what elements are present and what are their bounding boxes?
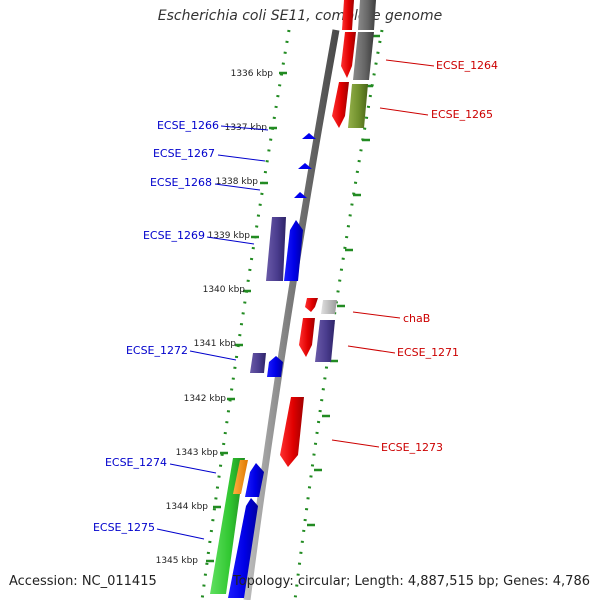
gene-ecse-1269-block[interactable] <box>266 217 286 281</box>
leader-line <box>331 439 380 448</box>
tick-marks-left <box>206 71 287 563</box>
gene-ecse-1265-block[interactable] <box>348 84 368 128</box>
tick-label: 1338 kbp <box>216 177 259 187</box>
leader-line <box>352 311 401 319</box>
gene-gray-block-top[interactable] <box>353 32 374 80</box>
tick-label: 1341 kbp <box>194 339 237 349</box>
gene-label[interactable]: ECSE_1264 <box>436 59 498 72</box>
leader-lines-left <box>156 125 269 540</box>
gene-ecse-1273-arrow[interactable] <box>280 397 304 467</box>
gene-ecse-1269-arrow[interactable] <box>284 220 303 281</box>
gene-label[interactable]: ECSE_1265 <box>431 108 493 121</box>
tick-label: 1340 kbp <box>203 285 246 295</box>
accession-text: Accession: NC_011415 <box>9 574 157 589</box>
tick-label: 1339 kbp <box>208 231 251 241</box>
gene-ecse-1267-arrow[interactable] <box>298 163 312 169</box>
leader-line <box>217 154 266 162</box>
leader-line <box>206 236 255 245</box>
gene-red-top-edge[interactable] <box>342 0 354 30</box>
gene-labels-right: ECSE_1264 ECSE_1265 chaB ECSE_1271 ECSE_… <box>381 59 498 454</box>
gene-label[interactable]: chaB <box>403 312 430 325</box>
features-top-right <box>332 0 376 128</box>
gene-label[interactable]: ECSE_1274 <box>105 456 167 469</box>
gene-ecse-1265-arrow[interactable] <box>332 82 349 128</box>
gene-label[interactable]: ECSE_1271 <box>397 346 459 359</box>
leader-line <box>347 345 396 354</box>
gene-chab-arrow[interactable] <box>305 298 318 312</box>
gene-gray-top-edge[interactable] <box>358 0 376 30</box>
gene-ecse-1272-block[interactable] <box>250 353 266 373</box>
gene-ecse-1264-arrow[interactable] <box>341 32 356 78</box>
gene-ecse-1271-arrow[interactable] <box>299 318 315 357</box>
gene-ecse-1275-arrow[interactable] <box>228 498 258 598</box>
gene-label[interactable]: ECSE_1275 <box>93 521 155 534</box>
gene-label[interactable]: ECSE_1267 <box>153 147 215 160</box>
leader-line <box>385 59 435 67</box>
gene-labels-left: ECSE_1266 ECSE_1267 ECSE_1268 ECSE_1269 … <box>93 119 219 534</box>
gene-ecse-1266-arrow[interactable] <box>302 133 316 139</box>
leader-line <box>169 463 217 474</box>
gene-label[interactable]: ECSE_1269 <box>143 229 205 242</box>
genome-summary-text: Topology: circular; Length: 4,887,515 bp… <box>232 574 590 589</box>
leader-line <box>214 183 261 191</box>
tick-labels: 1336 kbp 1337 kbp 1338 kbp 1339 kbp 1340… <box>156 69 274 566</box>
gene-ecse-1271-block[interactable] <box>315 320 335 362</box>
gene-label[interactable]: ECSE_1268 <box>150 176 212 189</box>
tick-label: 1344 kbp <box>166 502 209 512</box>
gene-ecse-1268-arrow[interactable] <box>294 192 307 198</box>
leader-lines-right <box>331 59 435 448</box>
gene-chab-block[interactable] <box>321 300 337 314</box>
leader-line <box>156 528 205 540</box>
gene-ecse-1272-arrow[interactable] <box>267 356 283 377</box>
tick-label: 1343 kbp <box>176 448 219 458</box>
gene-label[interactable]: ECSE_1266 <box>157 119 219 132</box>
tick-label: 1342 kbp <box>184 394 227 404</box>
gene-ecse-1274-orange-block[interactable] <box>233 460 248 494</box>
leader-line <box>379 107 429 116</box>
tick-label: 1336 kbp <box>231 69 274 79</box>
leader-line <box>220 125 269 131</box>
gene-label[interactable]: ECSE_1273 <box>381 441 443 454</box>
leader-line <box>189 350 237 361</box>
tick-label: 1345 kbp <box>156 556 199 566</box>
gene-label[interactable]: ECSE_1272 <box>126 344 188 357</box>
gene-ecse-1274-arrow[interactable] <box>245 463 264 497</box>
genome-backbone <box>243 29 340 600</box>
